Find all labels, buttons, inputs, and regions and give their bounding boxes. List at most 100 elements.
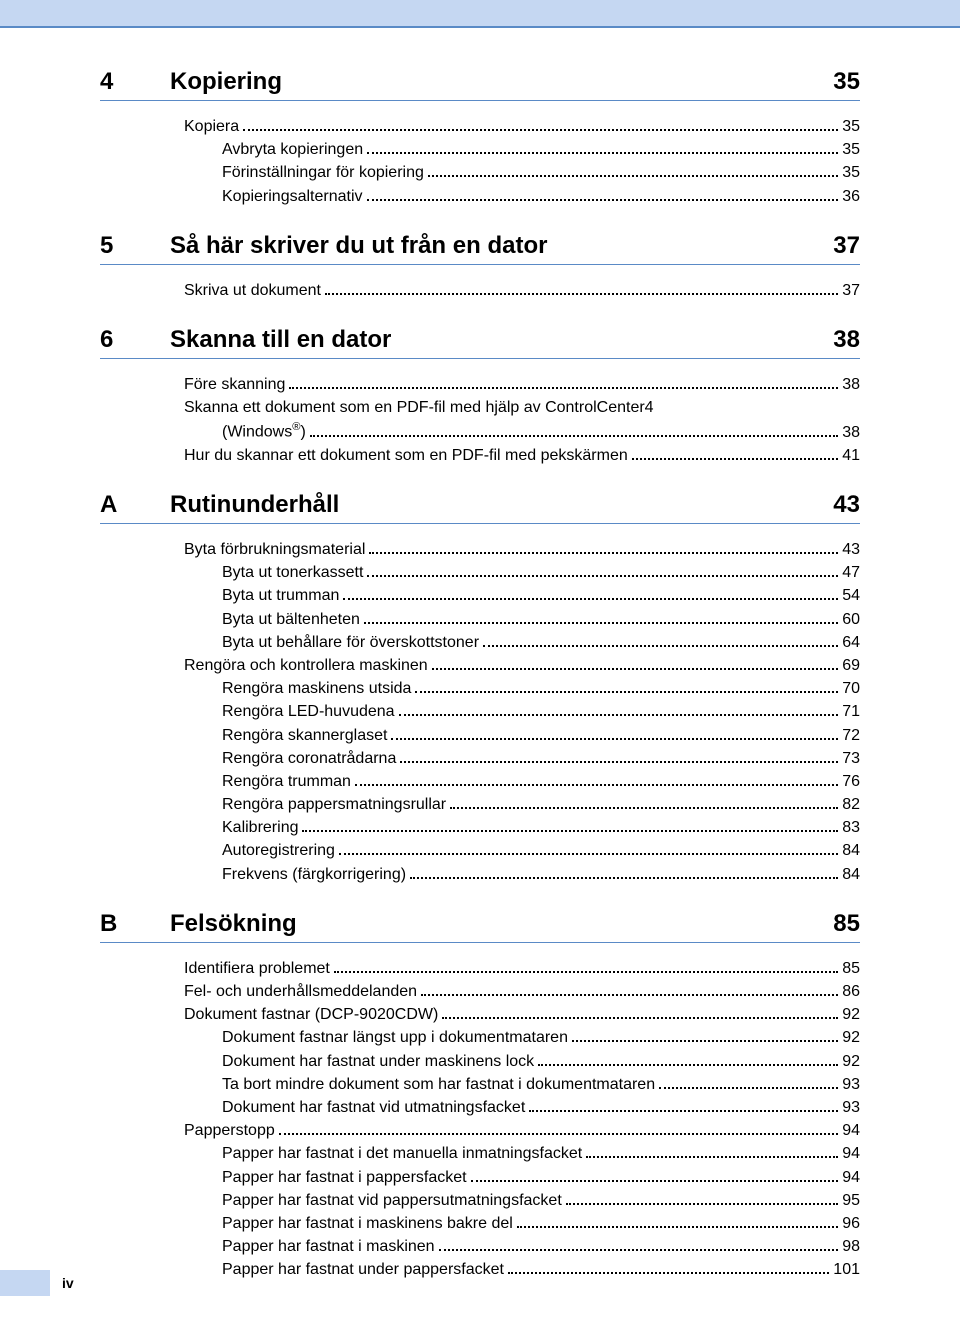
- toc-entry: Papper har fastnat i det manuella inmatn…: [100, 1142, 860, 1165]
- toc-section: ARutinunderhåll43Byta förbrukningsmateri…: [100, 491, 860, 886]
- toc-entry: Avbryta kopieringen 35: [100, 138, 860, 161]
- toc-entry-label: Papper har fastnat vid pappersutmatnings…: [222, 1189, 562, 1212]
- toc-entry: Frekvens (färgkorrigering)84: [100, 863, 860, 886]
- toc-entry: Kalibrering83: [100, 816, 860, 839]
- toc-entry: Förinställningar för kopiering 35: [100, 161, 860, 184]
- section-number: A: [100, 491, 170, 519]
- toc-entry-page: 76: [842, 770, 860, 793]
- toc-dots: [415, 691, 838, 693]
- toc-entry-page: 60: [842, 608, 860, 631]
- toc-entry-page: 86: [842, 980, 860, 1003]
- toc-dots: [586, 1156, 838, 1158]
- section-title: Rutinunderhåll: [170, 491, 833, 519]
- toc-entry-page: 35: [842, 115, 860, 138]
- toc-entry-label: Ta bort mindre dokument som har fastnat …: [222, 1073, 655, 1096]
- section-header: 5Så här skriver du ut från en dator37: [100, 232, 860, 260]
- toc-dots: [367, 152, 838, 154]
- toc-dots: [339, 853, 838, 855]
- toc-dots: [367, 575, 838, 577]
- toc-entry: Kopiera35: [100, 115, 860, 138]
- toc-entry-page: 94: [842, 1166, 860, 1189]
- toc-entry-page: 38: [842, 421, 860, 444]
- toc-entry: Dokument fastnar längst upp i dokumentma…: [100, 1026, 860, 1049]
- toc-entry-page: 47: [842, 561, 860, 584]
- toc-entry-page: 35: [842, 138, 860, 161]
- toc-entry-label: Papper har fastnat i maskinen: [222, 1235, 435, 1258]
- toc-entry-label: Förinställningar för kopiering: [222, 161, 424, 184]
- toc-dots: [632, 458, 838, 460]
- toc-dots: [450, 807, 838, 809]
- toc-entry-page: 35: [842, 161, 860, 184]
- toc-entry-page: 84: [842, 863, 860, 886]
- toc-entry-page: 71: [842, 700, 860, 723]
- toc-entry-page: 43: [842, 538, 860, 561]
- section-rule: [100, 264, 860, 265]
- toc-dots: [428, 175, 838, 177]
- toc-entry: Byta ut tonerkassett47: [100, 561, 860, 584]
- toc-dots: [572, 1040, 838, 1042]
- toc-entry-label: Rengöra skannerglaset: [222, 724, 387, 747]
- toc-section: 6Skanna till en dator38Före skanning38Sk…: [100, 326, 860, 467]
- section-title: Kopiering: [170, 68, 833, 96]
- toc-entry-page: 85: [842, 957, 860, 980]
- toc-entry-page: 41: [842, 444, 860, 467]
- toc-entry: Identifiera problemet 85: [100, 957, 860, 980]
- toc-entry: Papper har fastnat i maskinen98: [100, 1235, 860, 1258]
- toc-entry: Hur du skannar ett dokument som en PDF-f…: [100, 444, 860, 467]
- toc-section: 4Kopiering35Kopiera35Avbryta kopieringen…: [100, 68, 860, 208]
- toc-dots: [391, 738, 838, 740]
- toc-dots: [364, 622, 838, 624]
- toc-entry: Kopieringsalternativ36: [100, 185, 860, 208]
- toc-entry-label: Papperstopp: [184, 1119, 275, 1142]
- toc-entry-label: Byta förbrukningsmaterial: [184, 538, 365, 561]
- toc-entry: Dokument har fastnat under maskinens loc…: [100, 1050, 860, 1073]
- toc-entry: Rengöra och kontrollera maskinen69: [100, 654, 860, 677]
- toc-entry-page: 95: [842, 1189, 860, 1212]
- toc-entry-label: Identifiera problemet: [184, 957, 330, 980]
- toc-entry-page: 38: [842, 373, 860, 396]
- toc-dots: [566, 1203, 838, 1205]
- toc-entry-page: 72: [842, 724, 860, 747]
- toc-entry: Byta förbrukningsmaterial 43: [100, 538, 860, 561]
- section-header: ARutinunderhåll43: [100, 491, 860, 519]
- toc-entry-page: 96: [842, 1212, 860, 1235]
- toc-entry-page: 82: [842, 793, 860, 816]
- toc-dots: [355, 784, 838, 786]
- toc-entry-label: Rengöra maskinens utsida: [222, 677, 411, 700]
- toc-dots: [508, 1272, 829, 1274]
- toc-entry: Skriva ut dokument37: [100, 279, 860, 302]
- section-rule: [100, 942, 860, 943]
- toc-entry-label: Dokument fastnar (DCP-9020CDW): [184, 1003, 438, 1026]
- toc-dots: [483, 645, 838, 647]
- section-header: BFelsökning85: [100, 910, 860, 938]
- toc-entry: Rengöra coronatrådarna73: [100, 747, 860, 770]
- toc-dots: [399, 714, 839, 716]
- toc-entry: Papper har fastnat i pappersfacket 94: [100, 1166, 860, 1189]
- toc-entry-label: Papper har fastnat i pappersfacket: [222, 1166, 467, 1189]
- toc-dots: [289, 387, 838, 389]
- section-page: 37: [833, 232, 860, 260]
- toc-dots: [410, 877, 838, 879]
- toc-section: 5Så här skriver du ut från en dator37 Skr…: [100, 232, 860, 302]
- section-number: 4: [100, 68, 170, 96]
- toc-entry-page: 54: [842, 584, 860, 607]
- toc-entry: Före skanning38: [100, 373, 860, 396]
- page-footer: iv: [0, 1270, 74, 1296]
- toc-entry-label: Avbryta kopieringen: [222, 138, 363, 161]
- toc-dots: [659, 1087, 838, 1089]
- section-number: 6: [100, 326, 170, 354]
- toc-entry-page: 70: [842, 677, 860, 700]
- toc-entry-page: 83: [842, 816, 860, 839]
- toc-dots: [343, 598, 838, 600]
- toc-entry-label: Rengöra pappersmatningsrullar: [222, 793, 446, 816]
- toc-dots: [334, 971, 838, 973]
- toc-entry: Skanna ett dokument som en PDF-fil med h…: [100, 396, 860, 419]
- toc-entry: Byta ut behållare för överskottstoner64: [100, 631, 860, 654]
- toc-entry: Dokument har fastnat vid utmatningsfacke…: [100, 1096, 860, 1119]
- toc-dots: [310, 435, 838, 437]
- toc-entry: Papperstopp94: [100, 1119, 860, 1142]
- toc-entry-page: 94: [842, 1142, 860, 1165]
- toc-content: 4Kopiering35Kopiera35Avbryta kopieringen…: [0, 28, 960, 1281]
- toc-entry-label: Byta ut bältenheten: [222, 608, 360, 631]
- toc-dots: [243, 129, 838, 131]
